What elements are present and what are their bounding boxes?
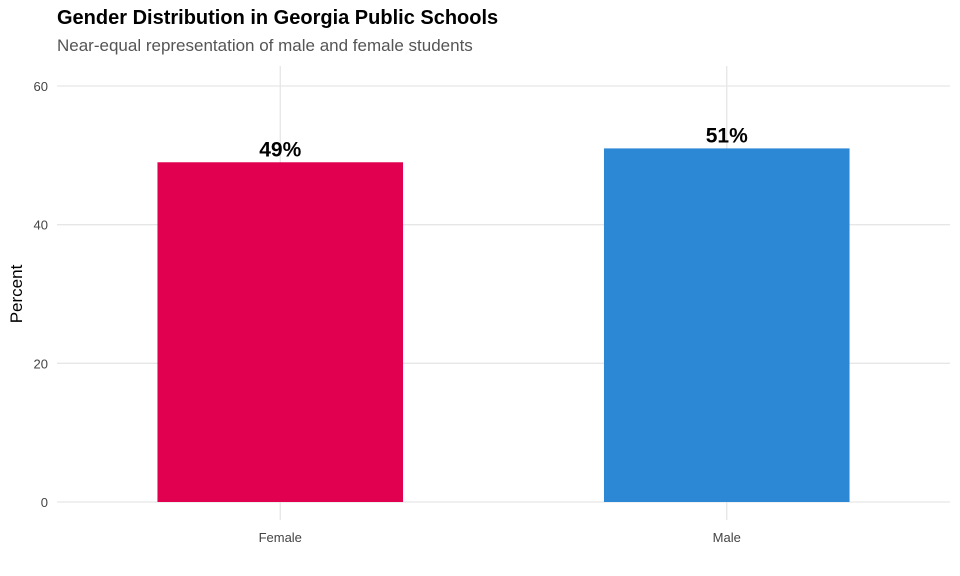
y-tick-label: 60 (34, 79, 48, 94)
y-axis-ticks: 0 20 40 60 (34, 79, 48, 510)
bar-value-label: 49% (259, 138, 301, 161)
x-tick-label: Male (713, 530, 741, 545)
bars (157, 148, 850, 502)
y-tick-label: 40 (34, 218, 48, 233)
y-tick-label: 0 (41, 495, 48, 510)
chart-subtitle: Near-equal representation of male and fe… (57, 36, 473, 55)
y-tick-label: 20 (34, 356, 48, 371)
bar-value-label: 51% (706, 124, 748, 147)
y-axis-label: Percent (7, 264, 26, 323)
chart-title: Gender Distribution in Georgia Public Sc… (57, 7, 499, 29)
bar-male (603, 148, 850, 502)
x-tick-label: Female (259, 530, 302, 545)
bar-value-labels: 49% 51% (259, 124, 748, 161)
bar-female (157, 162, 404, 502)
x-axis-ticks: Female Male (259, 530, 741, 545)
